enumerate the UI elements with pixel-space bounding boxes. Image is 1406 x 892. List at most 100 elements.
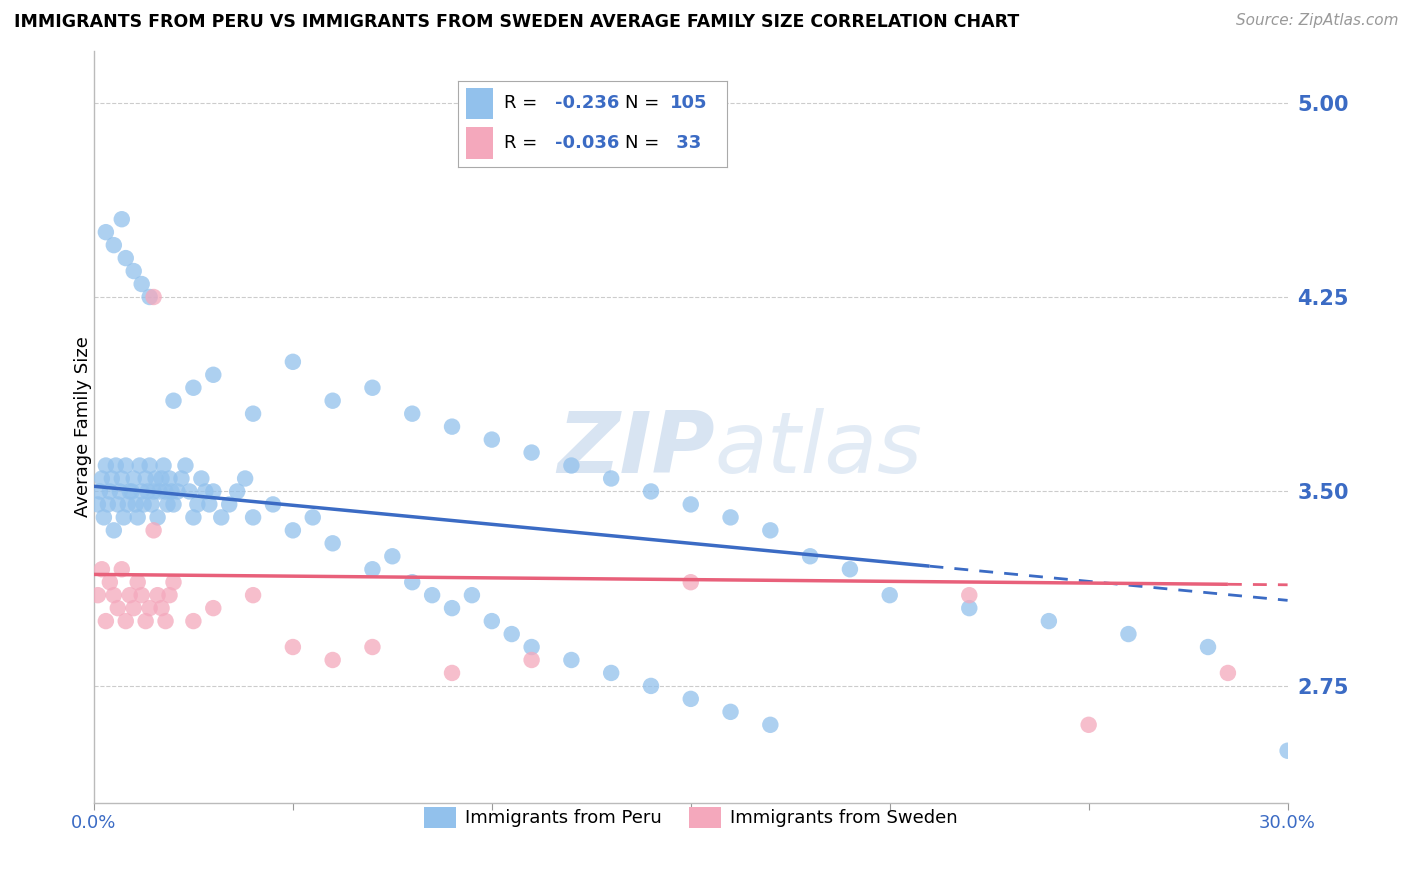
Point [135,614,157,628]
Text: IMMIGRANTS FROM PERU VS IMMIGRANTS FROM SWEDEN AVERAGE FAMILY SIZE CORRELATION C: IMMIGRANTS FROM PERU VS IMMIGRANTS FROM … [14,13,1019,31]
Point [89,484,111,499]
Point [150,601,173,615]
Point [190,471,212,485]
Point [242,407,264,421]
Point [128,458,150,473]
Point [600,471,623,485]
Point [401,575,423,590]
Point [501,627,523,641]
Text: atlas: atlas [714,408,922,491]
Point [560,458,582,473]
Point [94,458,117,473]
Point [679,575,702,590]
Point [122,471,145,485]
Point [141,497,163,511]
Point [481,614,503,628]
Point [381,549,404,564]
Point [174,458,197,473]
Point [262,497,284,511]
Point [322,536,344,550]
Point [1038,614,1060,628]
Point [361,640,384,654]
Point [162,393,184,408]
Point [150,471,173,485]
Point [879,588,901,602]
Point [1118,627,1140,641]
Point [131,277,153,291]
Point [160,484,183,499]
Point [166,484,188,499]
Point [179,484,201,499]
Point [131,588,153,602]
Point [155,484,177,499]
Point [720,705,742,719]
Point [520,640,543,654]
Point [520,653,543,667]
Point [226,484,249,499]
Point [111,212,134,227]
Point [146,510,169,524]
Point [111,562,134,576]
Point [138,601,160,615]
Point [121,484,143,499]
Point [103,238,125,252]
Point [155,614,177,628]
Point [138,458,160,473]
Point [112,510,135,524]
Point [1077,718,1099,732]
Point [183,614,205,628]
Point [170,471,193,485]
Point [186,497,208,511]
Point [87,588,110,602]
Point [1277,744,1299,758]
Point [361,562,384,576]
Point [142,290,165,304]
Point [103,524,125,538]
Point [118,588,141,602]
Point [135,471,157,485]
Point [322,393,344,408]
Point [759,524,782,538]
Point [520,445,543,459]
Text: Source: ZipAtlas.com: Source: ZipAtlas.com [1236,13,1399,29]
Point [281,640,304,654]
Legend: Immigrants from Peru, Immigrants from Sweden: Immigrants from Peru, Immigrants from Sw… [416,799,966,835]
Point [94,225,117,239]
Point [159,588,181,602]
Point [114,458,136,473]
Point [440,419,463,434]
Point [209,510,232,524]
Point [94,614,117,628]
Point [440,601,463,615]
Point [122,264,145,278]
Point [103,588,125,602]
Point [720,510,742,524]
Point [152,458,174,473]
Point [159,471,181,485]
Point [640,679,662,693]
Point [679,497,702,511]
Point [1197,640,1219,654]
Point [957,588,980,602]
Point [461,588,484,602]
Point [600,665,623,680]
Point [242,588,264,602]
Point [114,614,136,628]
Point [799,549,821,564]
Point [132,497,155,511]
Point [107,601,129,615]
Point [560,653,582,667]
Point [138,290,160,304]
Point [198,497,221,511]
Point [131,484,153,499]
Point [301,510,323,524]
Point [93,510,115,524]
Point [87,497,110,511]
Point [104,458,127,473]
Point [440,665,463,680]
Point [108,484,131,499]
Point [361,381,384,395]
Point [162,497,184,511]
Point [122,601,145,615]
Point [957,601,980,615]
